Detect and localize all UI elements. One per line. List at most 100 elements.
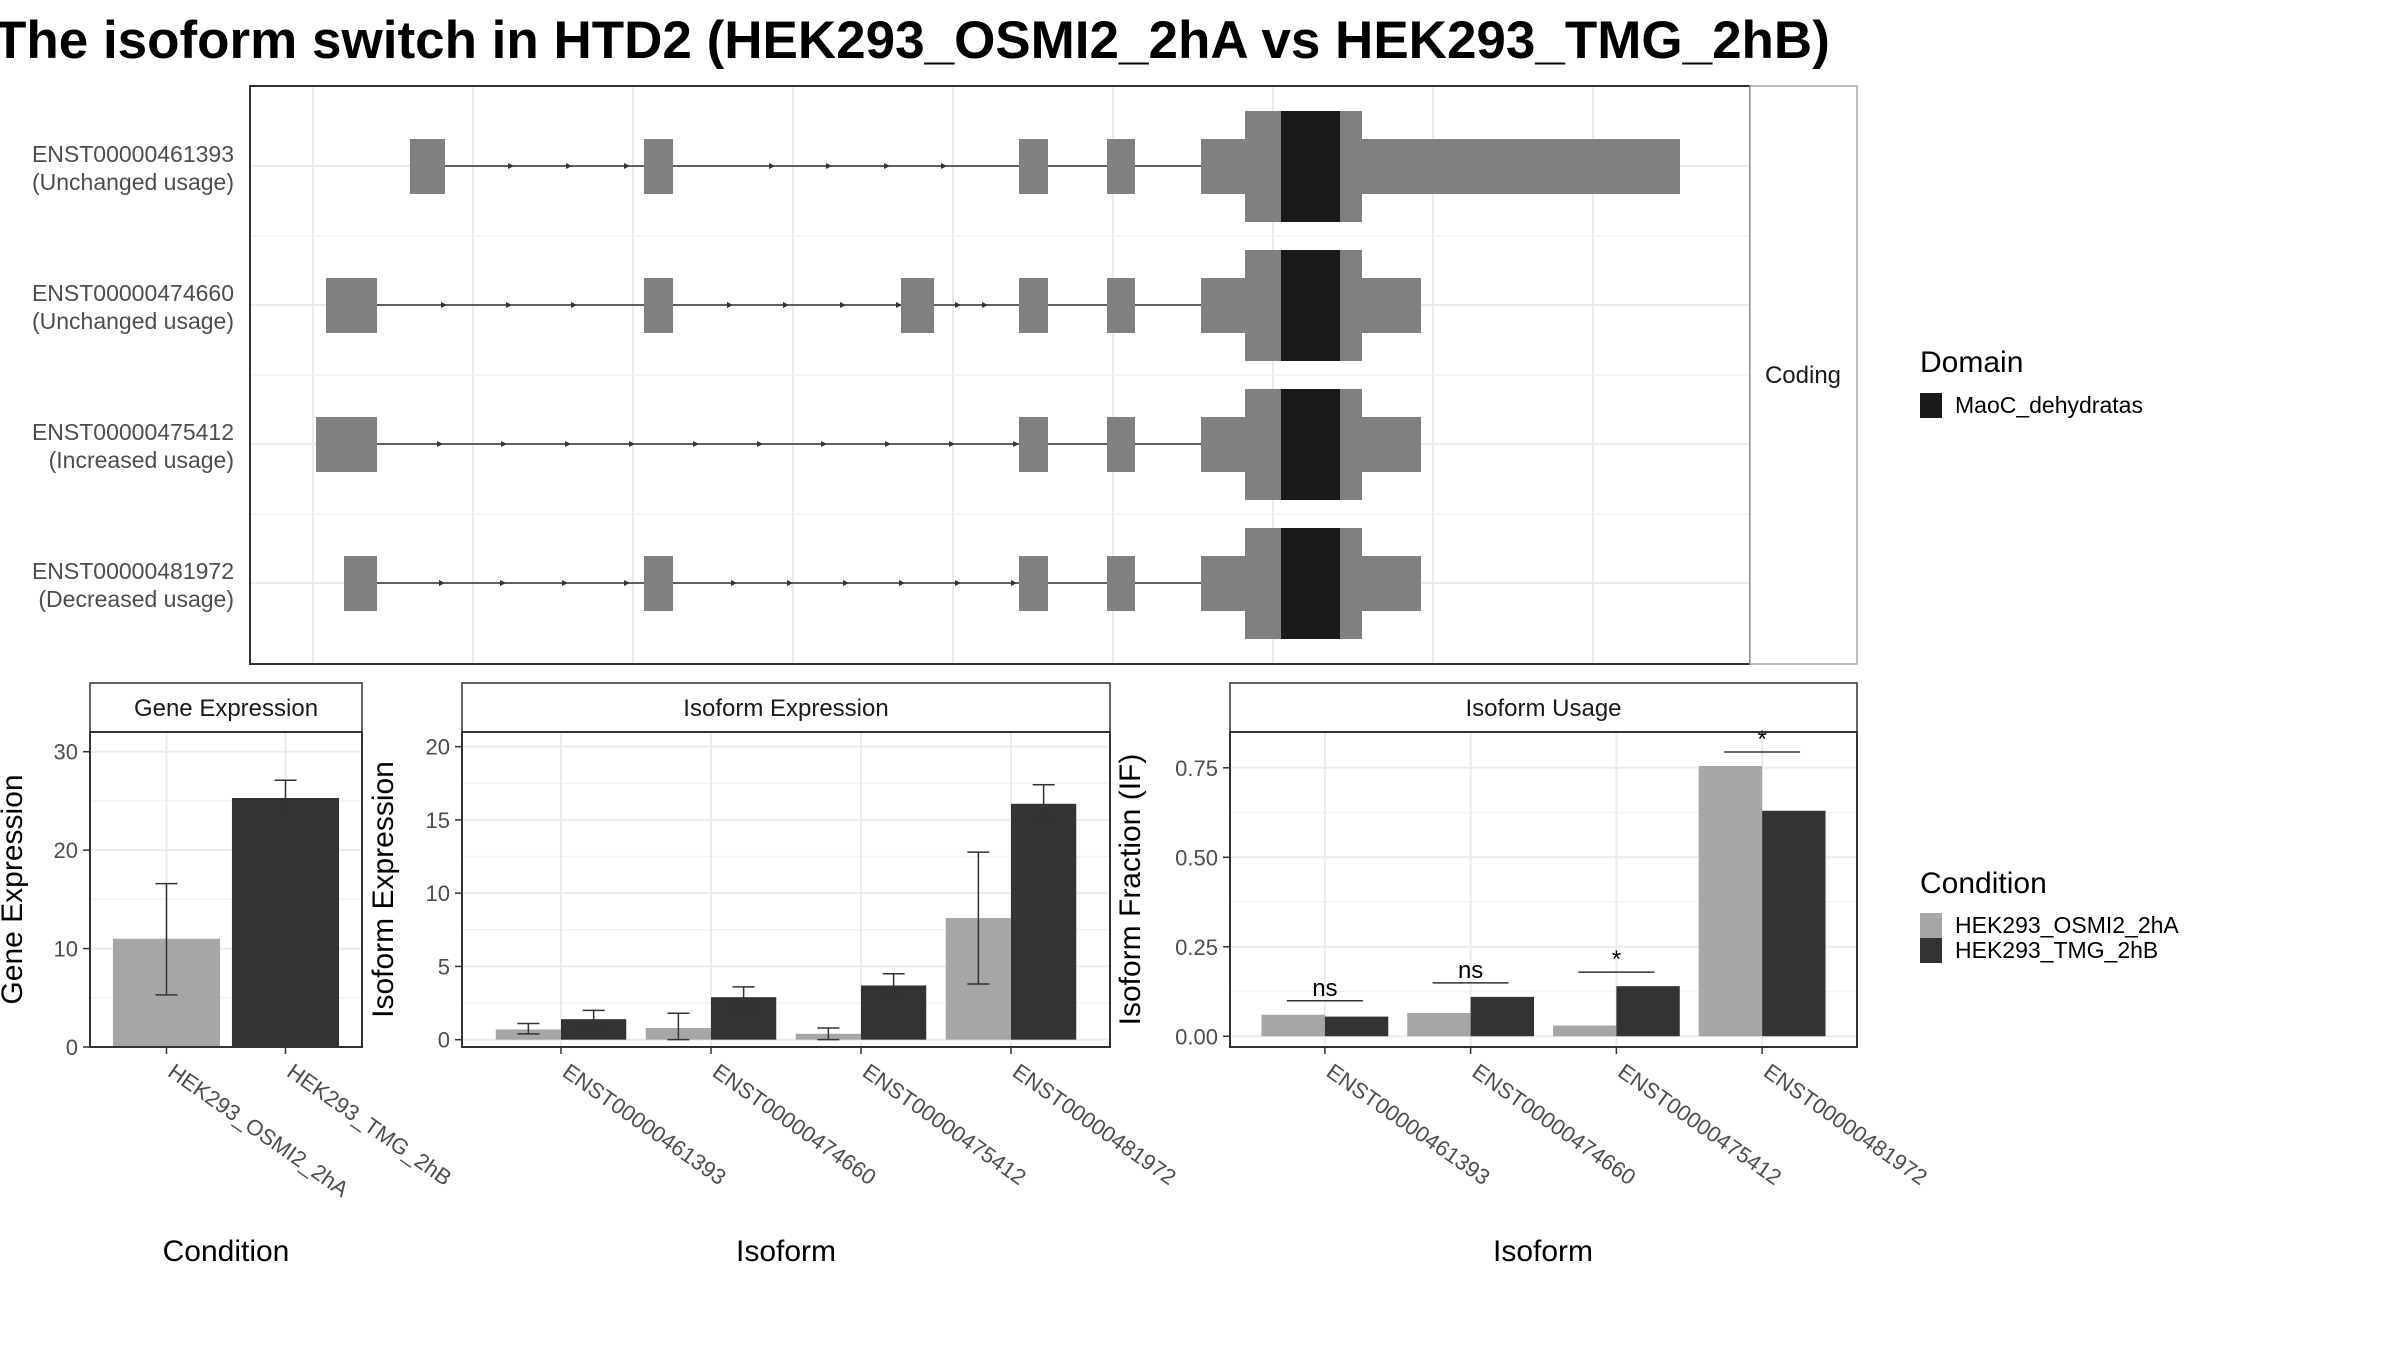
exon bbox=[1107, 556, 1135, 611]
exon bbox=[1362, 278, 1421, 333]
transcript-status-label: (Decreased usage) bbox=[38, 586, 234, 612]
y-tick-label: 10 bbox=[54, 937, 78, 962]
transcript-status-label: (Unchanged usage) bbox=[32, 169, 234, 195]
y-tick-label: 0.25 bbox=[1175, 935, 1218, 960]
exon bbox=[1362, 139, 1680, 194]
significance-label: ns bbox=[1458, 957, 1483, 984]
exon bbox=[326, 278, 377, 333]
panel-title: Isoform Usage bbox=[1465, 695, 1621, 722]
exon bbox=[1201, 139, 1245, 194]
y-tick-label: 15 bbox=[426, 808, 450, 833]
exon bbox=[1019, 417, 1048, 472]
y-tick-label: 0 bbox=[66, 1035, 78, 1060]
coding-exon bbox=[1245, 111, 1281, 222]
condition-legend-label-a: HEK293_OSMI2_2hA bbox=[1955, 912, 2179, 938]
panel-border bbox=[89, 731, 363, 1048]
transcript-status-label: (Increased usage) bbox=[49, 447, 234, 473]
transcript-id-label: ENST00000475412 bbox=[32, 419, 234, 445]
coding-exon bbox=[1340, 389, 1362, 500]
transcript-id-label: ENST00000481972 bbox=[32, 558, 234, 584]
y-tick-label: 20 bbox=[426, 735, 450, 760]
y-axis-title: Gene Expression bbox=[0, 774, 29, 1004]
panel-strip bbox=[89, 682, 363, 733]
condition-legend: Condition HEK293_OSMI2_2hA HEK293_TMG_2h… bbox=[1920, 867, 2179, 963]
condition-legend-key-b bbox=[1920, 938, 1942, 963]
maoc-domain bbox=[1281, 250, 1340, 361]
exon bbox=[1107, 278, 1135, 333]
condition-legend-key-a bbox=[1920, 913, 1942, 938]
bar bbox=[1762, 810, 1826, 1037]
condition-legend-title: Condition bbox=[1920, 867, 2047, 900]
coding-exon bbox=[1340, 528, 1362, 639]
transcript-model-ENST00000474660 bbox=[326, 250, 1421, 361]
maoc-domain bbox=[1281, 389, 1340, 500]
x-tick-label: ENST00000475412 bbox=[858, 1059, 1031, 1190]
isoform-expression-chart: Isoform Expression 0 5 10 15 20 ENST0000046139… bbox=[367, 682, 1181, 1268]
exon bbox=[1019, 556, 1048, 611]
exon bbox=[1362, 417, 1421, 472]
bar bbox=[1616, 986, 1680, 1037]
coding-exon bbox=[1245, 528, 1281, 639]
bar bbox=[1552, 1025, 1617, 1037]
y-tick-label: 0 bbox=[438, 1028, 450, 1053]
x-tick-label: ENST00000481972 bbox=[1008, 1059, 1181, 1190]
domain-legend: Domain MaoC_dehydratas bbox=[1920, 346, 2143, 418]
exon bbox=[1201, 417, 1245, 472]
figure-title: The isoform switch in HTD2 (HEK293_OSMI2… bbox=[0, 11, 1830, 70]
exon bbox=[1019, 278, 1048, 333]
exon bbox=[410, 139, 445, 194]
exon bbox=[1201, 278, 1245, 333]
significance-label: * bbox=[1757, 726, 1766, 753]
exon bbox=[1019, 139, 1048, 194]
exon bbox=[1201, 556, 1245, 611]
transcript-id-label: ENST00000474660 bbox=[32, 280, 234, 306]
exon bbox=[1362, 556, 1421, 611]
condition-legend-label-b: HEK293_TMG_2hB bbox=[1955, 937, 2158, 963]
y-axis-title: Isoform Fraction (IF) bbox=[1114, 754, 1147, 1026]
x-axis-title: Isoform bbox=[736, 1235, 836, 1268]
bar bbox=[1470, 996, 1535, 1037]
bar bbox=[1407, 1012, 1471, 1037]
panel-strip bbox=[1229, 682, 1858, 733]
significance-label: * bbox=[1612, 946, 1621, 973]
exon bbox=[901, 278, 934, 333]
panel-title: Gene Expression bbox=[134, 695, 318, 722]
y-tick-label: 5 bbox=[438, 954, 450, 979]
transcript-model-ENST00000461393 bbox=[410, 111, 1680, 222]
y-tick-label: 0.75 bbox=[1175, 756, 1218, 781]
y-tick-label: 10 bbox=[426, 881, 450, 906]
coding-exon bbox=[1340, 111, 1362, 222]
exon bbox=[644, 139, 673, 194]
x-tick-label: ENST00000461393 bbox=[558, 1059, 731, 1190]
y-tick-label: 0.50 bbox=[1175, 845, 1218, 870]
maoc-domain bbox=[1281, 111, 1340, 222]
panel-border bbox=[1229, 731, 1858, 1048]
panel-title: Isoform Expression bbox=[683, 695, 888, 722]
exon bbox=[316, 417, 377, 472]
exon bbox=[644, 278, 673, 333]
bar bbox=[1324, 1016, 1389, 1037]
x-axis-title: Isoform bbox=[1493, 1235, 1593, 1268]
domain-legend-label: MaoC_dehydratas bbox=[1955, 392, 2143, 418]
coding-exon bbox=[1245, 389, 1281, 500]
bar bbox=[1261, 1014, 1325, 1037]
y-axis-title: Isoform Expression bbox=[367, 761, 400, 1018]
coding-exon bbox=[1245, 250, 1281, 361]
exon bbox=[1107, 139, 1135, 194]
transcript-id-label: ENST00000461393 bbox=[32, 141, 234, 167]
exon bbox=[1107, 417, 1135, 472]
maoc-domain bbox=[1281, 528, 1340, 639]
transcript-model-ENST00000481972 bbox=[344, 528, 1421, 639]
transcript-status-label: (Unchanged usage) bbox=[32, 308, 234, 334]
coding-exon bbox=[1340, 250, 1362, 361]
exon bbox=[644, 556, 673, 611]
domain-legend-title: Domain bbox=[1920, 346, 2023, 379]
bar bbox=[1011, 803, 1077, 1040]
panel-strip bbox=[461, 682, 1111, 733]
exon bbox=[344, 556, 377, 611]
domain-legend-key bbox=[1920, 393, 1942, 418]
transcript-model-ENST00000475412 bbox=[316, 389, 1421, 500]
y-tick-label: 30 bbox=[54, 740, 78, 765]
